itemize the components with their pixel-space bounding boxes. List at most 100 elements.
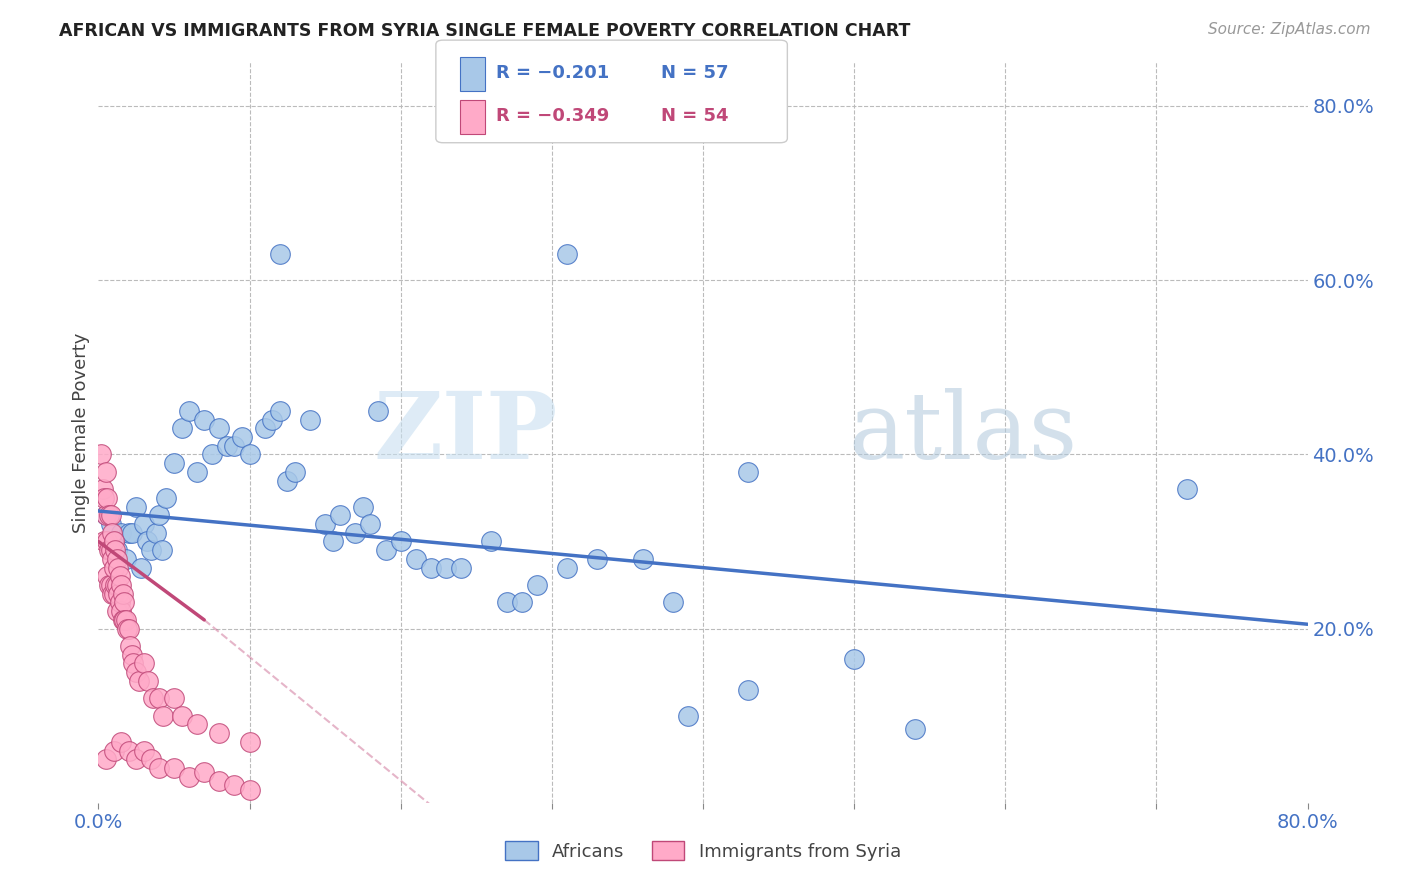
Point bbox=[555, 560, 578, 574]
Point bbox=[201, 447, 224, 461]
Text: AFRICAN VS IMMIGRANTS FROM SYRIA SINGLE FEMALE POVERTY CORRELATION CHART: AFRICAN VS IMMIGRANTS FROM SYRIA SINGLE … bbox=[59, 22, 911, 40]
Point bbox=[555, 247, 578, 261]
Point bbox=[108, 595, 131, 609]
Point bbox=[239, 447, 262, 461]
Point bbox=[239, 735, 262, 749]
Point bbox=[103, 534, 125, 549]
Point bbox=[93, 534, 115, 549]
Point bbox=[91, 482, 114, 496]
Point bbox=[94, 465, 117, 479]
Point bbox=[389, 534, 412, 549]
Y-axis label: Single Female Poverty: Single Female Poverty bbox=[72, 333, 90, 533]
Point bbox=[136, 673, 159, 688]
Point bbox=[100, 578, 122, 592]
Point bbox=[105, 578, 128, 592]
Point bbox=[322, 534, 344, 549]
Point bbox=[450, 560, 472, 574]
Point bbox=[93, 491, 115, 505]
Point bbox=[118, 622, 141, 636]
Point bbox=[481, 534, 503, 549]
Text: R = −0.201: R = −0.201 bbox=[496, 64, 610, 82]
Point bbox=[148, 761, 170, 775]
Text: atlas: atlas bbox=[848, 388, 1077, 477]
Point bbox=[110, 578, 132, 592]
Point bbox=[145, 525, 167, 540]
Point bbox=[148, 691, 170, 706]
Point bbox=[155, 491, 177, 505]
Point bbox=[108, 569, 131, 583]
Point bbox=[128, 673, 150, 688]
Point bbox=[253, 421, 276, 435]
Point bbox=[96, 491, 118, 505]
Point bbox=[94, 508, 117, 523]
Point bbox=[276, 474, 298, 488]
Point bbox=[103, 743, 125, 757]
Point bbox=[132, 743, 155, 757]
Point bbox=[215, 439, 238, 453]
Point bbox=[107, 560, 129, 574]
Point bbox=[193, 412, 215, 426]
Point bbox=[299, 412, 322, 426]
Point bbox=[111, 613, 134, 627]
Point bbox=[105, 552, 128, 566]
Point bbox=[114, 552, 136, 566]
Point bbox=[110, 525, 132, 540]
Point bbox=[676, 708, 699, 723]
Point bbox=[360, 517, 382, 532]
Point bbox=[98, 508, 121, 523]
Point bbox=[526, 578, 548, 592]
Point bbox=[352, 500, 374, 514]
Point bbox=[101, 525, 124, 540]
Point bbox=[129, 560, 152, 574]
Point bbox=[170, 708, 193, 723]
Point bbox=[118, 525, 141, 540]
Point bbox=[844, 652, 866, 666]
Point bbox=[96, 569, 118, 583]
Point bbox=[125, 665, 148, 680]
Point bbox=[141, 752, 163, 766]
Point bbox=[94, 508, 117, 523]
Point bbox=[163, 691, 186, 706]
Point bbox=[405, 552, 427, 566]
Text: R = −0.349: R = −0.349 bbox=[496, 107, 610, 125]
Point bbox=[121, 648, 143, 662]
Point bbox=[231, 430, 253, 444]
Point bbox=[510, 595, 533, 609]
Point bbox=[224, 439, 246, 453]
Point bbox=[103, 534, 125, 549]
Point bbox=[344, 525, 367, 540]
Point bbox=[110, 604, 132, 618]
Point bbox=[262, 412, 284, 426]
Text: ZIP: ZIP bbox=[374, 388, 558, 477]
Point bbox=[495, 595, 517, 609]
Point bbox=[374, 543, 396, 558]
Point bbox=[120, 639, 142, 653]
Point bbox=[186, 717, 208, 731]
Point bbox=[101, 552, 124, 566]
Point bbox=[186, 465, 208, 479]
Point bbox=[103, 587, 125, 601]
Point bbox=[132, 657, 155, 671]
Point bbox=[150, 543, 173, 558]
Point bbox=[100, 517, 122, 532]
Point bbox=[122, 657, 145, 671]
Point bbox=[100, 543, 122, 558]
Point bbox=[239, 782, 262, 797]
Point bbox=[179, 404, 201, 418]
Point bbox=[208, 726, 231, 740]
Point bbox=[170, 421, 193, 435]
Point bbox=[586, 552, 609, 566]
Legend: Africans, Immigrants from Syria: Africans, Immigrants from Syria bbox=[498, 833, 908, 868]
Point bbox=[314, 517, 336, 532]
Point bbox=[142, 691, 165, 706]
Point bbox=[1175, 482, 1198, 496]
Point bbox=[100, 508, 122, 523]
Point bbox=[114, 613, 136, 627]
Point bbox=[110, 735, 132, 749]
Point bbox=[104, 543, 127, 558]
Point bbox=[103, 560, 125, 574]
Point bbox=[420, 560, 443, 574]
Point bbox=[434, 560, 457, 574]
Point bbox=[737, 682, 759, 697]
Point bbox=[148, 508, 170, 523]
